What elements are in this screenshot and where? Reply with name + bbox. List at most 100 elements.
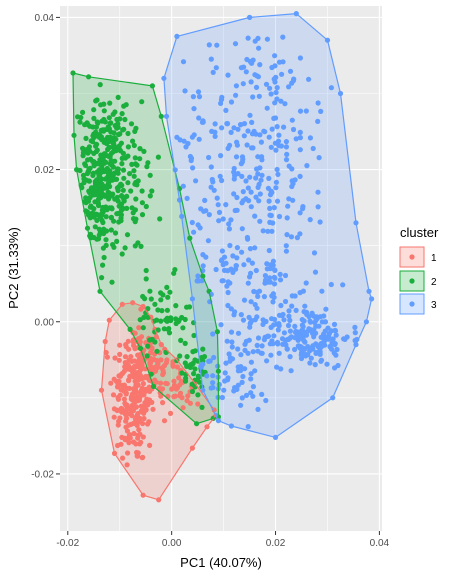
data-point bbox=[209, 176, 215, 183]
data-point bbox=[129, 205, 135, 211]
data-point bbox=[127, 411, 133, 417]
data-point bbox=[205, 238, 211, 244]
data-point bbox=[115, 382, 121, 388]
data-point bbox=[294, 235, 300, 241]
data-point bbox=[120, 455, 126, 461]
data-point bbox=[128, 188, 134, 194]
data-point bbox=[195, 222, 201, 228]
data-point bbox=[148, 296, 154, 302]
data-point bbox=[238, 352, 244, 358]
y-tick-label: 0.04 bbox=[35, 13, 55, 24]
data-point bbox=[120, 150, 126, 156]
data-point bbox=[225, 268, 231, 274]
legend-item-1: 1 bbox=[399, 246, 437, 268]
data-point bbox=[270, 299, 276, 305]
data-point bbox=[195, 89, 202, 95]
data-point bbox=[158, 297, 164, 303]
data-point bbox=[165, 294, 171, 300]
data-point bbox=[271, 333, 277, 339]
data-point bbox=[110, 164, 116, 170]
data-point bbox=[312, 362, 318, 368]
data-point bbox=[189, 219, 195, 226]
data-point bbox=[173, 303, 179, 309]
data-point bbox=[258, 177, 264, 183]
legend-dot-3 bbox=[409, 301, 415, 307]
data-point bbox=[257, 191, 263, 197]
data-point bbox=[301, 309, 307, 315]
data-point bbox=[276, 132, 282, 138]
data-point bbox=[290, 197, 296, 203]
data-point bbox=[117, 342, 123, 348]
data-point bbox=[180, 405, 186, 411]
data-point bbox=[142, 407, 148, 414]
data-point bbox=[117, 415, 123, 421]
data-point bbox=[254, 166, 260, 172]
data-point bbox=[307, 217, 313, 223]
data-point bbox=[130, 408, 136, 414]
data-point bbox=[145, 421, 151, 427]
data-point bbox=[102, 127, 108, 133]
data-point bbox=[248, 299, 254, 305]
data-point bbox=[91, 163, 97, 169]
data-point bbox=[260, 228, 266, 234]
data-point bbox=[293, 307, 299, 313]
data-point bbox=[276, 143, 282, 149]
data-point bbox=[93, 143, 99, 149]
hull-fill-cluster-1 bbox=[101, 302, 215, 500]
data-point bbox=[272, 53, 278, 59]
data-point bbox=[262, 273, 268, 279]
data-point bbox=[330, 339, 336, 345]
data-point bbox=[281, 124, 287, 130]
data-point bbox=[119, 409, 125, 415]
data-point bbox=[235, 171, 241, 177]
data-point bbox=[93, 129, 99, 135]
data-point bbox=[91, 107, 97, 113]
data-point bbox=[184, 354, 190, 360]
legend-label-1: 1 bbox=[431, 253, 437, 264]
data-point bbox=[255, 406, 261, 412]
data-point bbox=[243, 178, 249, 184]
data-point bbox=[108, 129, 114, 135]
data-point bbox=[128, 121, 135, 127]
data-point bbox=[182, 360, 188, 366]
data-point bbox=[230, 253, 236, 259]
data-point bbox=[132, 155, 138, 161]
data-point bbox=[132, 346, 138, 352]
data-point bbox=[273, 89, 279, 96]
data-point bbox=[297, 335, 303, 341]
data-point bbox=[90, 170, 96, 176]
data-point bbox=[297, 210, 303, 216]
data-point bbox=[135, 410, 141, 417]
data-point bbox=[208, 56, 214, 62]
data-point bbox=[193, 178, 199, 184]
data-point bbox=[158, 290, 164, 296]
data-point bbox=[269, 228, 275, 234]
data-point bbox=[190, 349, 196, 355]
data-point bbox=[270, 220, 276, 226]
data-point bbox=[315, 343, 321, 350]
data-point bbox=[97, 132, 103, 138]
data-point bbox=[120, 187, 126, 193]
data-point bbox=[247, 112, 253, 118]
data-point bbox=[270, 258, 276, 264]
data-point bbox=[286, 313, 292, 319]
data-point bbox=[304, 163, 310, 169]
data-point bbox=[221, 387, 227, 393]
data-point bbox=[117, 131, 123, 137]
data-point bbox=[200, 119, 206, 125]
data-point bbox=[131, 173, 137, 179]
data-point bbox=[218, 258, 225, 264]
data-point bbox=[274, 166, 280, 173]
data-point bbox=[252, 368, 258, 374]
data-point bbox=[196, 115, 202, 121]
data-point bbox=[164, 307, 170, 313]
data-point bbox=[108, 120, 114, 126]
data-point bbox=[120, 127, 126, 133]
data-point bbox=[122, 437, 128, 443]
data-point bbox=[256, 93, 262, 99]
data-point bbox=[100, 245, 106, 251]
data-point bbox=[235, 382, 241, 388]
data-point bbox=[284, 215, 290, 221]
data-point bbox=[278, 98, 284, 104]
